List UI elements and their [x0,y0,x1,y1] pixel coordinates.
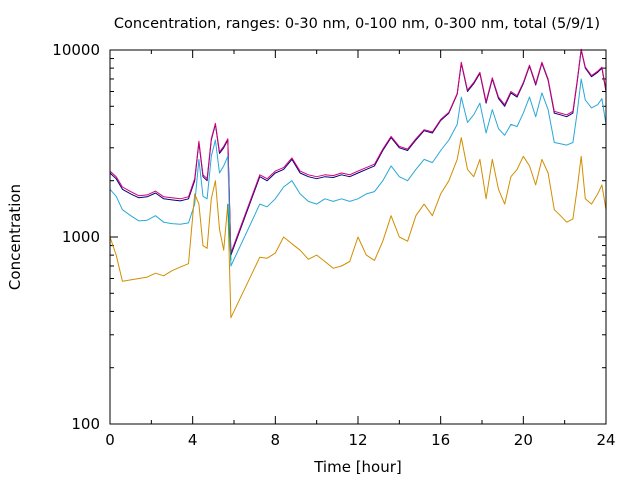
series-line-1 [109,49,607,256]
series-line-3 [109,78,607,267]
chart-title: Concentration, ranges: 0-30 nm, 0-100 nm… [114,16,600,32]
x-axis-label: Time [hour] [313,458,402,476]
plot-lines [109,48,607,319]
x-tick-label: 24 [596,431,615,449]
x-tick-label: 0 [105,431,115,449]
y-tick-label: 100 [71,415,100,433]
series-line-2 [109,48,607,254]
tick-labels: 0 4 8 12 16 20 24 100 1000 10000 [52,41,615,449]
x-tick-label: 4 [188,431,198,449]
y-tick-label: 10000 [52,41,100,59]
series-line-4 [109,137,607,319]
x-tick-label: 16 [431,431,450,449]
series-line-5 [227,204,232,261]
x-tick-label: 8 [271,431,281,449]
x-tick-label: 20 [514,431,533,449]
plot-frame [109,49,607,425]
x-tick-label: 12 [348,431,367,449]
y-axis-label: Concentration [6,184,24,290]
y-tick-label: 1000 [62,228,100,246]
